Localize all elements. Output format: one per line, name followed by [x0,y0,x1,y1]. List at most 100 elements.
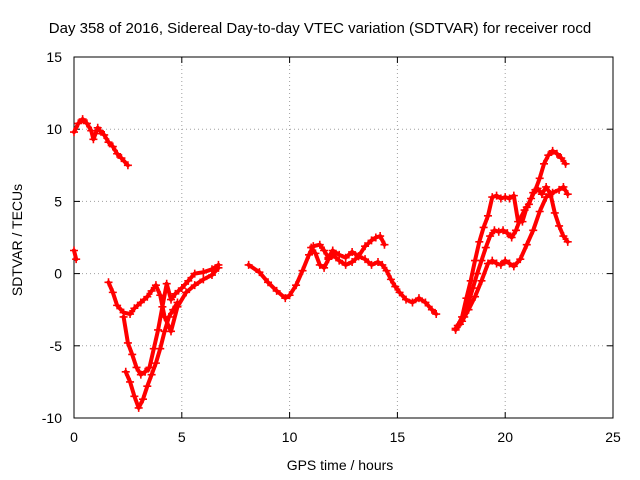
data-series-10 [453,146,570,330]
data-point-marker [214,260,223,269]
x-tick-label: 5 [178,429,186,445]
data-point-marker [138,395,147,404]
data-point-marker [477,276,486,285]
data-point-marker [492,191,501,200]
data-point-marker [126,377,135,386]
data-point-marker [147,286,156,295]
data-point-marker [199,275,208,284]
data-series-8 [451,182,572,333]
data-point-marker [376,232,385,241]
data-point-marker [104,278,113,287]
data-point-marker [315,240,324,249]
data-point-marker [382,266,391,275]
data-point-marker [471,256,480,265]
data-point-marker [132,363,141,372]
data-point-marker [320,263,329,272]
data-point-marker [171,289,180,298]
data-point-marker [190,269,199,278]
data-point-marker [298,266,307,275]
x-tick-label: 20 [497,429,513,445]
data-series-1 [70,246,81,264]
y-tick-label: -10 [42,410,62,426]
data-point-marker [507,233,516,242]
data-point-marker [561,159,570,168]
y-tick-label: 15 [46,49,62,65]
data-point-marker [546,190,555,199]
data-point-marker [453,321,462,330]
data-point-marker [87,126,96,135]
data-point-marker [427,305,436,314]
y-tick-label: 5 [54,193,62,209]
data-point-marker [348,258,357,267]
data-point-marker [143,292,152,301]
data-point-marker [494,227,503,236]
data-point-marker [151,281,160,290]
data-point-marker [501,256,510,265]
data-point-marker [100,130,109,139]
data-point-marker [108,142,117,151]
data-point-marker [518,217,527,226]
data-point-marker [373,258,382,267]
data-point-marker [123,338,132,347]
data-point-marker [91,129,100,138]
data-point-marker [488,193,497,202]
data-point-marker [386,275,395,284]
data-point-marker [505,259,514,268]
data-point-marker [121,367,130,376]
series-trace [309,245,439,316]
data-point-marker [126,310,135,319]
data-point-marker [104,138,113,147]
data-point-marker [82,119,91,128]
data-point-marker [486,232,495,241]
chart-title: Day 358 of 2016, Sidereal Day-to-day VTE… [49,20,591,37]
data-point-marker [264,278,273,287]
data-point-marker [207,265,216,274]
data-point-marker [74,119,83,128]
x-tick-label: 25 [605,429,621,445]
data-point-marker [516,255,525,264]
data-point-marker [475,237,484,246]
data-point-marker [555,185,564,194]
data-point-marker [130,304,139,313]
data-point-marker [72,255,81,264]
data-point-marker [113,301,122,310]
series-trace [453,185,570,331]
y-tick-label: 0 [54,266,62,282]
data-point-marker [320,246,329,255]
data-point-marker [458,312,467,321]
data-point-marker [123,161,132,170]
data-point-marker [361,255,370,264]
data-point-marker [483,211,492,220]
data-point-marker [505,194,514,203]
data-point-marker [285,291,294,300]
data-point-marker [552,149,561,158]
data-point-marker [522,203,531,212]
data-point-marker [119,312,128,321]
x-tick-label: 15 [390,429,406,445]
data-point-marker [130,392,139,401]
series-trace [121,262,221,377]
data-point-marker [167,295,176,304]
data-point-marker [527,194,536,203]
data-point-marker [328,250,337,259]
data-point-marker [490,226,499,235]
data-point-marker [542,182,551,191]
data-point-marker [466,276,475,285]
data-point-marker [378,260,387,269]
data-point-marker [158,302,167,311]
data-point-marker [501,193,510,202]
data-point-marker [402,295,411,304]
data-point-marker [529,226,538,235]
data-point-marker [496,194,505,203]
data-point-marker [199,268,208,277]
data-point-marker [108,288,117,297]
data-point-marker [169,305,178,314]
data-point-marker [414,294,423,303]
data-point-marker [479,223,488,232]
data-point-marker [177,284,186,293]
data-point-marker [548,146,557,155]
data-point-marker [348,247,357,256]
data-point-marker [563,237,572,246]
data-point-marker [335,256,344,265]
